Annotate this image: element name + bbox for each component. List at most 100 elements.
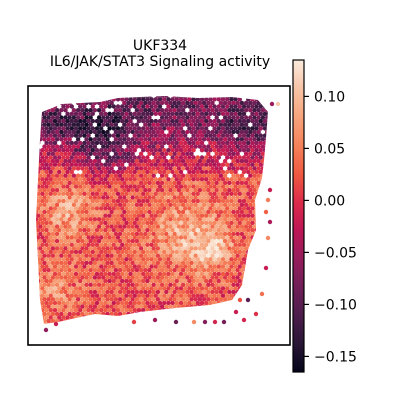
spot xyxy=(136,213,142,218)
spot xyxy=(134,268,140,273)
spot xyxy=(210,188,215,193)
spot xyxy=(180,297,186,302)
spot xyxy=(229,315,234,320)
spot xyxy=(48,126,53,131)
spot xyxy=(178,126,184,131)
spot xyxy=(246,118,251,124)
spot xyxy=(166,140,171,146)
spot xyxy=(36,260,39,266)
spot xyxy=(88,224,93,229)
spot xyxy=(252,100,257,106)
spot xyxy=(101,231,106,237)
spot xyxy=(187,90,191,94)
spot xyxy=(126,158,131,164)
spot xyxy=(124,169,129,175)
spot xyxy=(86,300,91,306)
spot xyxy=(155,246,161,251)
spot xyxy=(153,126,158,131)
spot xyxy=(208,206,213,211)
spot xyxy=(231,246,236,251)
spot xyxy=(206,188,211,193)
spot xyxy=(250,264,255,269)
spot xyxy=(115,235,121,240)
spot xyxy=(65,184,70,189)
spot xyxy=(166,293,171,298)
spot xyxy=(105,326,109,330)
spot xyxy=(52,228,58,233)
spot xyxy=(166,242,171,247)
spot xyxy=(197,246,203,251)
spot xyxy=(166,213,171,218)
spot xyxy=(61,278,66,284)
spot xyxy=(72,326,76,330)
spot xyxy=(208,293,213,298)
spot xyxy=(145,104,150,109)
spot xyxy=(260,217,266,222)
spot xyxy=(111,213,117,218)
spot xyxy=(96,151,102,156)
spot xyxy=(38,318,43,324)
spot xyxy=(93,326,97,330)
spot xyxy=(86,264,91,269)
spot xyxy=(126,268,131,273)
spot xyxy=(128,191,133,196)
spot xyxy=(193,282,198,287)
spot xyxy=(94,213,100,218)
spot xyxy=(210,326,214,330)
spot xyxy=(65,169,70,175)
spot xyxy=(67,122,72,127)
spot xyxy=(254,249,259,255)
spot xyxy=(48,235,53,240)
spot xyxy=(243,180,249,186)
spot xyxy=(185,318,190,324)
spot xyxy=(50,260,56,266)
spot xyxy=(128,198,133,204)
spot xyxy=(241,133,247,138)
spot xyxy=(61,220,66,226)
spot xyxy=(141,140,146,146)
spot xyxy=(88,158,93,164)
spot xyxy=(149,235,154,240)
spot xyxy=(241,198,247,204)
spot xyxy=(239,246,245,251)
spot xyxy=(201,275,207,280)
spot xyxy=(143,129,148,135)
spot xyxy=(88,268,93,273)
spot xyxy=(155,180,161,186)
spot xyxy=(208,220,213,226)
spot xyxy=(162,278,167,284)
spot xyxy=(233,271,238,277)
spot xyxy=(44,300,49,306)
spot xyxy=(101,275,106,280)
spot xyxy=(141,126,146,131)
spot xyxy=(269,246,273,250)
spot xyxy=(258,220,263,226)
spot xyxy=(153,97,158,102)
spot xyxy=(237,148,242,153)
spot xyxy=(222,137,228,142)
spot xyxy=(248,260,253,266)
spot xyxy=(170,133,175,138)
spot xyxy=(225,177,230,182)
spot xyxy=(147,326,151,330)
spot xyxy=(132,235,137,240)
spot xyxy=(122,260,127,266)
spot xyxy=(42,318,47,324)
spot xyxy=(157,133,163,138)
spot xyxy=(229,242,234,247)
spot xyxy=(75,318,81,324)
spot xyxy=(229,191,234,196)
spot xyxy=(185,326,189,330)
spot xyxy=(191,184,196,189)
spot xyxy=(63,304,68,309)
spot xyxy=(149,213,154,218)
spot xyxy=(204,90,208,94)
spot xyxy=(147,122,152,127)
spot xyxy=(195,264,200,269)
spot xyxy=(136,118,142,124)
spot xyxy=(197,166,203,171)
spot xyxy=(210,158,215,164)
spot xyxy=(243,282,249,287)
spot xyxy=(262,228,268,233)
spot xyxy=(105,318,110,324)
